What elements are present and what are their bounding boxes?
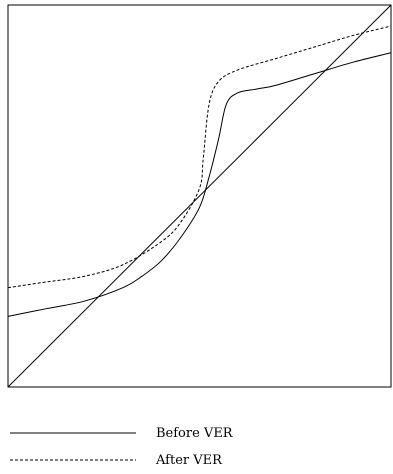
series-reference-line bbox=[7, 4, 392, 388]
series-layer bbox=[7, 4, 392, 388]
legend-label-after: After VER bbox=[155, 453, 223, 468]
legend-label-before: Before VER bbox=[156, 426, 234, 441]
series-after-ver bbox=[7, 25, 392, 289]
series-before-ver bbox=[7, 52, 392, 317]
plot-frame bbox=[7, 4, 392, 388]
legend: Before VER After VER bbox=[10, 426, 234, 468]
